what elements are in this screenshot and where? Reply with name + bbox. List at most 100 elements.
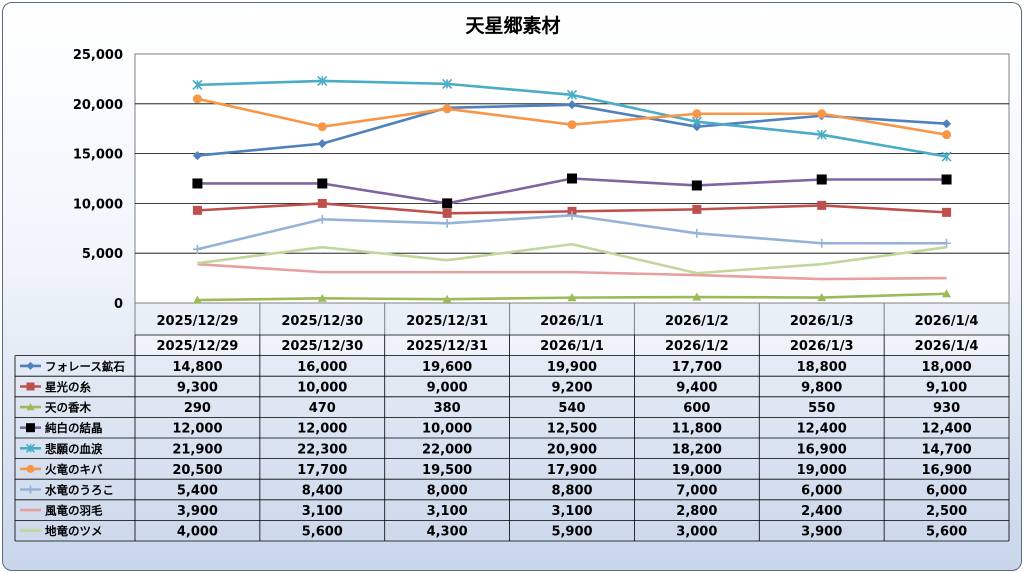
data-point <box>442 198 453 209</box>
data-label: 7,000 <box>676 484 717 499</box>
table-header-cell: 2026/1/4 <box>915 339 979 354</box>
y-tick-label: 0 <box>114 297 123 312</box>
table-header-cell: 2026/1/1 <box>540 339 604 354</box>
data-label: 290 <box>184 401 211 416</box>
data-point <box>26 464 35 473</box>
x-tick-label: 2026/1/4 <box>915 314 979 329</box>
data-label: 3,100 <box>551 504 592 519</box>
data-label: 540 <box>558 401 585 416</box>
data-label: 12,000 <box>297 422 347 437</box>
data-label: 19,000 <box>797 463 847 478</box>
data-point <box>567 210 577 220</box>
table-header-cell: 2026/1/2 <box>665 339 729 354</box>
legend-key <box>20 423 41 433</box>
y-tick-label: 10,000 <box>73 197 123 212</box>
series-9 <box>197 242 947 275</box>
data-point <box>317 293 327 302</box>
data-label: 19,600 <box>422 360 472 375</box>
table-header-bg <box>135 335 1009 356</box>
data-label: 14,700 <box>921 442 971 457</box>
x-axis: 2025/12/29 2025/12/30 2025/12/31 2026/1/1 20… <box>134 303 1010 335</box>
data-label: 3,000 <box>676 525 717 540</box>
data-point <box>691 180 702 191</box>
series-name: 水竜のうろこ <box>45 483 114 497</box>
x-tick-label: 2026/1/2 <box>665 314 729 329</box>
data-point <box>566 89 578 100</box>
data-label: 600 <box>683 401 710 416</box>
data-point <box>567 173 577 184</box>
series-line <box>197 242 947 275</box>
x-tick-label: 2025/12/29 <box>156 314 238 329</box>
data-label: 2,800 <box>676 504 717 519</box>
data-point <box>317 122 327 132</box>
data-point <box>317 214 327 224</box>
legend-key <box>20 443 41 453</box>
data-label: 3,100 <box>302 504 343 519</box>
table-header-cell: 2025/12/31 <box>406 339 488 354</box>
data-label: 10,000 <box>422 422 472 437</box>
data-label: 14,800 <box>172 360 222 375</box>
legend-key <box>20 485 41 494</box>
data-label: 6,000 <box>801 484 842 499</box>
data-label: 17,700 <box>672 360 722 375</box>
data-label: 8,000 <box>427 484 468 499</box>
data-label: 18,800 <box>797 360 847 375</box>
y-axis: 25,000 20,000 15,000 10,000 5,000 0 <box>73 48 123 312</box>
data-label: 9,800 <box>801 381 842 396</box>
data-point <box>442 218 452 228</box>
data-point <box>442 208 452 218</box>
y-tick-label: 20,000 <box>73 98 123 113</box>
series-name: 地竜のツメ <box>45 524 103 538</box>
data-label: 550 <box>808 401 835 416</box>
series-line <box>197 262 947 281</box>
data-label: 9,200 <box>551 381 592 396</box>
data-point <box>442 78 453 89</box>
table-header-cell: 2025/12/30 <box>281 339 363 354</box>
data-point <box>192 178 203 189</box>
data-point <box>26 485 35 494</box>
legend-key <box>20 361 41 370</box>
data-point <box>26 361 35 370</box>
data-label: 2,400 <box>801 504 842 519</box>
data-point <box>941 151 952 162</box>
data-point <box>317 178 328 189</box>
data-label: 3,900 <box>801 525 842 540</box>
series-name: 火竜のキバ <box>45 462 103 476</box>
data-point <box>25 443 36 453</box>
data-point <box>192 295 202 304</box>
data-point <box>941 174 952 185</box>
data-label: 2,500 <box>926 504 967 519</box>
data-label: 17,900 <box>547 463 597 478</box>
data-point <box>692 109 702 119</box>
data-point <box>567 293 577 302</box>
data-point <box>942 289 952 298</box>
data-label: 5,600 <box>926 525 967 540</box>
series-name: 風竜の羽毛 <box>45 504 103 518</box>
data-label: 12,000 <box>172 422 222 437</box>
data-label: 6,000 <box>926 484 967 499</box>
legend-key <box>20 403 41 411</box>
data-label: 19,000 <box>672 463 722 478</box>
data-label: 470 <box>309 401 336 416</box>
data-label: 8,800 <box>551 484 592 499</box>
data-label: 17,700 <box>297 463 347 478</box>
line-chart: 天星郷素材 25,000 20,000 15,000 10,000 5,000 0 202… <box>14 14 1010 542</box>
data-point <box>816 129 827 140</box>
y-tick-label: 15,000 <box>73 148 123 163</box>
data-label: 12,400 <box>921 422 971 437</box>
data-point <box>942 207 952 217</box>
data-point <box>192 244 202 254</box>
series-name: 純白の結晶 <box>45 421 103 435</box>
data-label: 3,100 <box>427 504 468 519</box>
data-point <box>317 75 328 86</box>
data-label: 20,500 <box>172 463 222 478</box>
x-tick-label: 2025/12/30 <box>281 314 363 329</box>
series-name: 星光の糸 <box>45 380 91 394</box>
table-header-cell: 2026/1/3 <box>790 339 854 354</box>
data-label: 9,000 <box>427 381 468 396</box>
data-label: 3,900 <box>177 504 218 519</box>
legend-key <box>20 464 41 473</box>
data-point <box>26 382 35 391</box>
data-point <box>691 116 702 127</box>
